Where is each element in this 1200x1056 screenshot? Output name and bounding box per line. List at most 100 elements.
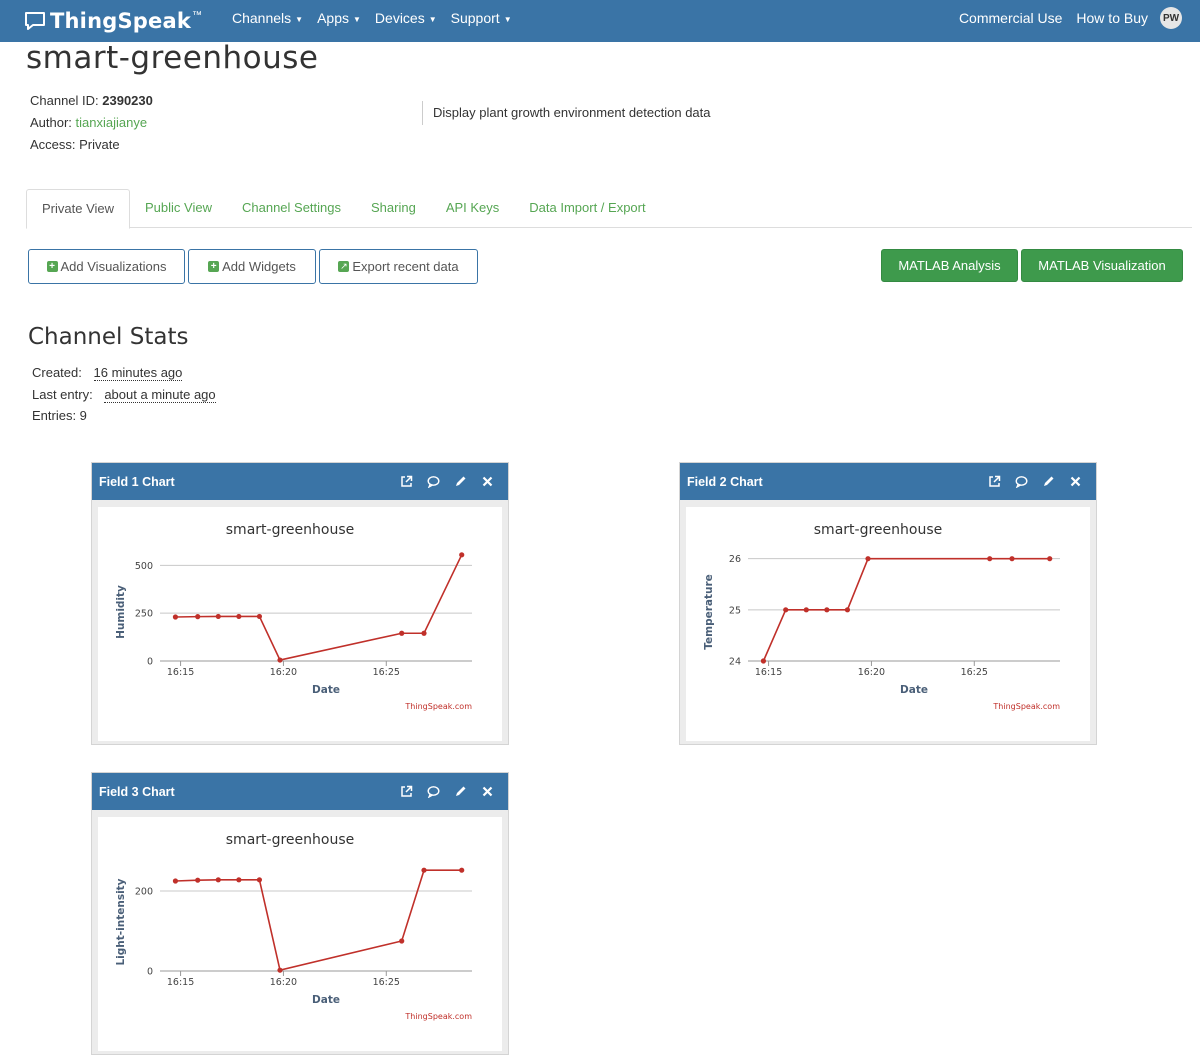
author-row: Author: tianxiajianye	[30, 112, 153, 134]
close-icon[interactable]	[480, 475, 494, 489]
x-tick-label: 16:25	[373, 977, 400, 988]
data-point	[399, 630, 405, 636]
nav-commercial-use[interactable]: Commercial Use	[958, 10, 1063, 26]
data-point	[1047, 556, 1053, 562]
tab-data-import-export[interactable]: Data Import / Export	[529, 200, 646, 215]
nav-apps-label: Apps	[317, 10, 349, 26]
panel-tools	[386, 785, 494, 799]
data-point	[824, 607, 830, 613]
data-point	[172, 878, 179, 884]
series-line	[175, 554, 463, 661]
caret-down-icon: ▼	[503, 14, 512, 24]
x-tick-label: 16:15	[755, 667, 782, 678]
nav-menu: Channels ▼ Apps ▼ Devices ▼ Support ▼	[232, 0, 526, 36]
x-tick-label: 16:15	[167, 667, 194, 678]
panel-title: Field 2 Chart	[687, 474, 763, 489]
nav-channels[interactable]: Channels ▼	[232, 10, 303, 26]
channel-id-label: Channel ID:	[30, 93, 103, 108]
chart-area: smart-greenhouse 24 25 26 16:15 16:20 16:25 Dat…	[686, 507, 1090, 741]
page-title: smart-greenhouse	[26, 40, 319, 76]
data-point	[195, 877, 201, 883]
field-3-chart-panel: Field 3 Chart smart-greenhouse 0 200 16:15 1…	[91, 772, 509, 1055]
channel-tabs: Private View Public View Channel Setting…	[26, 189, 1192, 229]
export-recent-data-button[interactable]: ↗ Export recent data	[319, 249, 478, 284]
tab-private-view[interactable]: Private View	[26, 189, 131, 229]
data-point	[195, 614, 201, 620]
x-tick-label: 16:25	[961, 667, 988, 678]
y-tick-label: 26	[729, 554, 741, 565]
y-tick-label: 500	[135, 561, 153, 572]
author-link[interactable]: tianxiajianye	[75, 115, 148, 130]
channel-stats-heading: Channel Stats	[28, 324, 189, 350]
tab-api-keys[interactable]: API Keys	[445, 200, 500, 215]
plus-icon: +	[208, 261, 220, 272]
data-point	[236, 877, 242, 883]
chart-title: smart-greenhouse	[226, 832, 354, 848]
top-navbar: ThingSpeak ™ Channels ▼ Apps ▼ Devices ▼ Sup…	[0, 0, 1200, 42]
external-link-icon[interactable]	[399, 475, 413, 489]
pencil-icon[interactable]	[453, 475, 467, 489]
export-label: Export recent data	[352, 259, 459, 274]
tab-sharing[interactable]: Sharing	[371, 200, 416, 215]
x-tick-label: 16:20	[858, 667, 885, 678]
brand-trademark: ™	[192, 9, 202, 21]
data-point	[459, 552, 465, 558]
line-chart: smart-greenhouse 24 25 26 16:15 16:20 16:25 Dat…	[703, 522, 1060, 711]
data-point	[277, 657, 283, 663]
line-chart: smart-greenhouse 0 200 16:15 16:20 16:25 Date L…	[115, 832, 472, 1021]
external-link-icon[interactable]	[399, 785, 413, 799]
chart-credit: ThingSpeak.com	[404, 702, 472, 711]
add-widgets-label: Add Widgets	[222, 259, 296, 274]
plus-icon: +	[46, 261, 58, 272]
data-point	[277, 967, 283, 973]
panel-tools	[386, 475, 494, 489]
data-point	[783, 607, 789, 613]
x-tick-label: 16:15	[167, 977, 194, 988]
comment-icon[interactable]	[1014, 475, 1028, 489]
data-point	[236, 613, 242, 620]
panel-header: Field 2 Chart	[680, 463, 1096, 500]
close-icon[interactable]	[1068, 475, 1082, 489]
pencil-icon[interactable]	[1041, 475, 1055, 489]
created-label: Created:	[32, 365, 82, 380]
author-label: Author:	[30, 115, 76, 130]
access-row: Access: Private	[30, 137, 120, 152]
y-tick-label: 0	[147, 657, 153, 668]
data-point	[421, 630, 427, 636]
field-1-chart-panel: Field 1 Chart smart-greenhouse 0 250 500 16:…	[91, 462, 509, 745]
comment-icon[interactable]	[426, 475, 440, 489]
comment-icon[interactable]	[426, 785, 440, 799]
created-row: Created: 16 minutes ago	[32, 362, 216, 384]
y-tick-label: 24	[729, 657, 741, 668]
nav-apps[interactable]: Apps ▼	[317, 10, 361, 26]
chart-title: smart-greenhouse	[814, 522, 942, 538]
entries-row: Entries: 9	[32, 408, 87, 423]
data-point	[215, 877, 221, 883]
x-axis-label: Date	[900, 684, 928, 696]
tab-channel-settings[interactable]: Channel Settings	[241, 200, 341, 215]
matlab-analysis-button[interactable]: MATLAB Analysis	[881, 249, 1018, 282]
pencil-icon[interactable]	[453, 785, 467, 799]
nav-support[interactable]: Support ▼	[451, 10, 512, 26]
speech-bubble-icon	[25, 12, 45, 30]
panel-tools	[974, 475, 1082, 489]
data-point	[865, 556, 871, 562]
nav-how-to-buy[interactable]: How to Buy	[1076, 10, 1148, 26]
x-tick-label: 16:25	[373, 667, 400, 678]
export-icon: ↗	[338, 261, 350, 272]
caret-down-icon: ▼	[428, 14, 437, 24]
panel-title: Field 1 Chart	[99, 474, 175, 489]
nav-devices[interactable]: Devices ▼	[375, 10, 437, 26]
created-value: 16 minutes ago	[93, 365, 183, 381]
brand-logo[interactable]: ThingSpeak ™	[24, 6, 202, 36]
chart-area: smart-greenhouse 0 250 500 16:15 16:20 16:25 Da…	[98, 507, 502, 741]
add-widgets-button[interactable]: + Add Widgets	[188, 249, 316, 284]
external-link-icon[interactable]	[987, 475, 1001, 489]
data-point	[459, 867, 465, 873]
avatar[interactable]: PW	[1160, 7, 1182, 29]
close-icon[interactable]	[480, 785, 494, 799]
panel-header: Field 3 Chart	[92, 773, 508, 810]
tab-public-view[interactable]: Public View	[145, 200, 212, 215]
add-visualizations-button[interactable]: + Add Visualizations	[28, 249, 185, 284]
matlab-visualization-button[interactable]: MATLAB Visualization	[1021, 249, 1183, 282]
